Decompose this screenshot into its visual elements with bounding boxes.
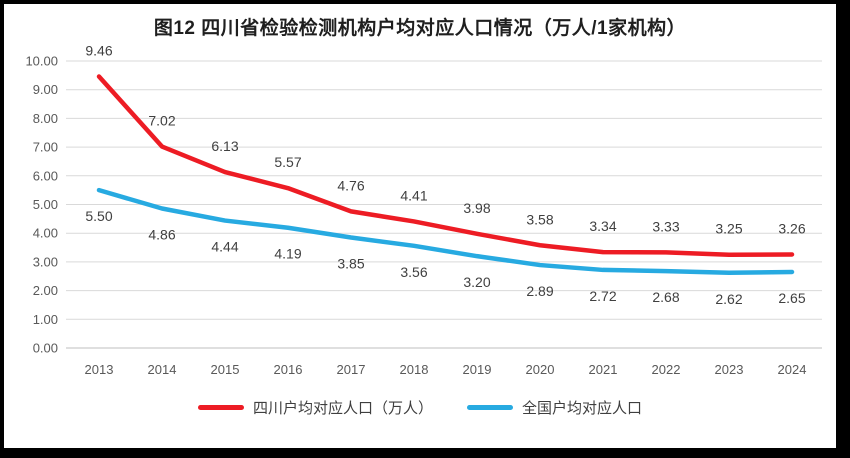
legend-line-blue-icon xyxy=(467,404,513,410)
x-axis-tick-label: 2020 xyxy=(526,362,555,377)
x-axis-tick-label: 2017 xyxy=(337,362,366,377)
data-label: 3.26 xyxy=(778,220,805,236)
legend-label-sichuan: 四川户均对应人口（万人） xyxy=(252,399,433,417)
legend-line-red-icon xyxy=(197,404,244,410)
y-axis-tick-label: 4.00 xyxy=(33,226,58,241)
y-axis-tick-label: 6.00 xyxy=(33,168,58,183)
data-label: 2.65 xyxy=(778,290,805,306)
x-axis-tick-label: 2018 xyxy=(400,362,429,377)
data-label: 2.62 xyxy=(715,291,742,307)
data-label: 2.72 xyxy=(589,288,616,304)
x-axis-tick-label: 2014 xyxy=(148,362,177,377)
data-label: 6.13 xyxy=(211,138,238,154)
chart-legend: 四川户均对应人口（万人） 全国户均对应人口 xyxy=(4,394,836,420)
data-label: 7.02 xyxy=(148,113,175,129)
data-label: 4.44 xyxy=(211,239,238,255)
data-label: 5.57 xyxy=(274,154,301,170)
data-label: 3.34 xyxy=(589,218,616,234)
data-label: 2.89 xyxy=(526,283,553,299)
y-axis-tick-label: 7.00 xyxy=(33,140,58,155)
data-label: 2.68 xyxy=(652,289,679,305)
line-chart-plot-area: 0.00 1.00 2.00 3.00 4.00 5.00 6.00 7.00 8.00 9.00… xyxy=(25,42,822,377)
data-label: 3.56 xyxy=(400,264,427,280)
y-axis-tick-label: 8.00 xyxy=(33,111,58,126)
legend-item-sichuan: 四川户均对应人口（万人） xyxy=(197,397,433,418)
x-axis-tick-label: 2023 xyxy=(715,362,744,377)
chart-title: 图12 四川省检验检测机构户均对应人口情况（万人/1家机构） xyxy=(153,18,687,39)
y-axis-tick-label: 2.00 xyxy=(33,283,58,298)
data-label: 4.19 xyxy=(274,246,301,262)
legend-label-national: 全国户均对应人口 xyxy=(522,399,643,417)
data-label: 3.85 xyxy=(337,256,364,272)
y-axis-tick-label: 10.00 xyxy=(25,54,58,69)
data-label: 3.33 xyxy=(652,218,679,234)
y-axis-tick-label: 0.00 xyxy=(33,341,58,356)
x-axis-tick-label: 2016 xyxy=(274,362,303,377)
x-axis-tick-label: 2019 xyxy=(463,362,492,377)
y-axis-tick-label: 3.00 xyxy=(33,254,58,269)
y-axis-tick-label: 9.00 xyxy=(33,82,58,97)
legend-item-national: 全国户均对应人口 xyxy=(467,397,642,418)
data-label: 4.76 xyxy=(337,177,364,193)
data-label: 4.41 xyxy=(400,187,427,203)
data-label: 4.86 xyxy=(148,227,175,243)
series-line-1 xyxy=(96,187,795,276)
data-label: 9.46 xyxy=(85,42,112,58)
x-axis-tick-label: 2024 xyxy=(778,362,807,377)
x-axis-tick-label: 2015 xyxy=(211,362,240,377)
data-label: 3.20 xyxy=(463,274,490,290)
data-label: 3.58 xyxy=(526,211,553,227)
y-axis-tick-label: 1.00 xyxy=(33,312,58,327)
x-axis-tick-label: 2021 xyxy=(589,362,618,377)
series-line-0 xyxy=(96,74,795,257)
x-axis-tick-label: 2022 xyxy=(652,362,681,377)
data-label: 5.50 xyxy=(85,208,112,224)
data-label: 3.98 xyxy=(463,200,490,216)
data-label: 3.25 xyxy=(715,221,742,237)
x-axis-tick-label: 2013 xyxy=(85,362,114,377)
y-axis-tick-label: 5.00 xyxy=(33,197,58,212)
